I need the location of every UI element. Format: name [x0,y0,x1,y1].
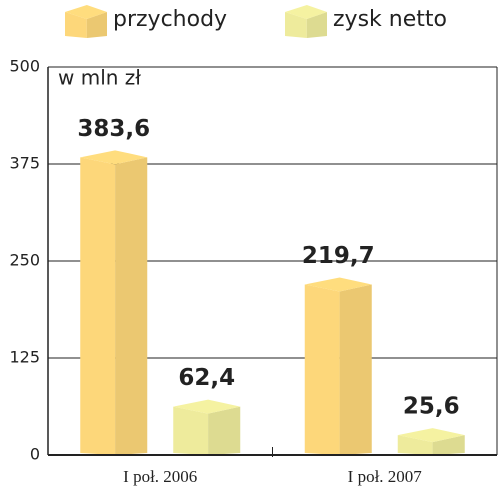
bar-front [173,406,209,455]
bar-side [432,435,465,455]
legend-label: zysk netto [333,7,447,32]
bar-top [173,399,241,414]
bar-side [86,12,107,38]
value-label: 383,6 [77,116,150,142]
x-tick-label: I poł. 2006 [123,467,197,486]
bar-front [80,157,116,455]
bar-side [306,12,327,38]
bar [397,428,465,455]
unit-label: w mln zł [58,66,141,90]
bar-front [285,12,307,38]
bar-side [115,157,148,455]
bar-top [65,5,107,19]
bar-top [304,277,372,292]
y-tick-label: 250 [9,251,40,270]
bar-side [208,406,241,455]
bar-top [285,5,327,19]
bar-front [65,12,87,38]
value-label: 219,7 [302,243,375,269]
bar-top [80,150,148,165]
y-tick-label: 125 [9,348,40,367]
bar [173,399,241,455]
legend-icon [65,5,107,38]
legend-label: przychody [113,7,227,32]
bar-top [397,428,465,443]
value-label: 25,6 [403,394,460,420]
bar-front [397,435,433,455]
x-tick-label: I poł. 2007 [348,467,423,486]
bar [304,277,372,455]
legend-icon [285,5,327,38]
y-tick-label: 0 [30,445,40,464]
y-tick-label: 500 [9,57,40,76]
bar [80,150,148,455]
value-label: 62,4 [178,365,235,391]
bar-front [304,284,340,455]
bar-side [339,284,372,455]
y-tick-label: 375 [9,154,40,173]
